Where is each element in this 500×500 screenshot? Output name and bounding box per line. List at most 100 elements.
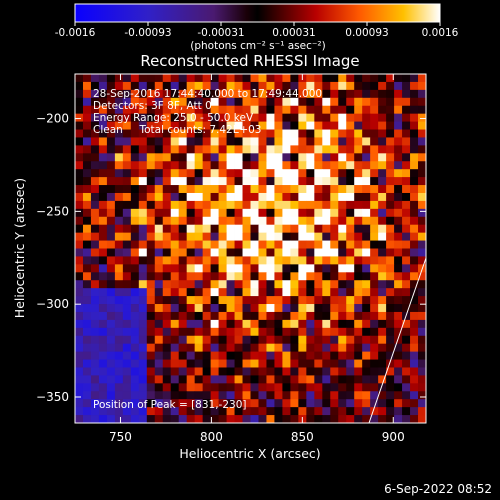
heatmap-cell: [282, 192, 291, 202]
heatmap-cell: [202, 272, 212, 281]
heatmap-cell: [410, 367, 419, 376]
heatmap-cell: [386, 319, 395, 329]
heatmap-cell: [90, 272, 100, 281]
heatmap-cell: [194, 351, 204, 360]
heatmap-cell: [274, 105, 283, 115]
heatmap-cell: [330, 383, 339, 392]
heatmap-cell: [258, 407, 267, 416]
heatmap-cell: [122, 256, 132, 265]
heatmap-cell: [242, 74, 251, 83]
heatmap-cell: [218, 367, 227, 376]
heatmap-cell: [130, 169, 140, 178]
heatmap-cell: [394, 264, 403, 273]
heatmap-cell: [146, 185, 156, 194]
heatmap-cell: [346, 375, 355, 384]
heatmap-cell: [386, 383, 395, 392]
heatmap-cell: [290, 216, 299, 226]
heatmap-cell: [226, 311, 235, 321]
heatmap-cell: [194, 272, 204, 281]
heatmap-cell: [338, 280, 347, 289]
heatmap-cell: [250, 272, 259, 281]
heatmap-cell: [314, 311, 323, 321]
heatmap-cell: [90, 399, 100, 408]
heatmap-cell: [202, 153, 212, 162]
heatmap-cell: [138, 375, 148, 384]
heatmap-cell: [370, 224, 379, 234]
heatmap-cell: [378, 399, 387, 408]
heatmap-cell: [250, 383, 259, 392]
heatmap-cell: [226, 407, 235, 416]
heatmap-cell: [418, 288, 426, 297]
heatmap-cell: [338, 145, 347, 154]
heatmap-cell: [402, 280, 411, 289]
heatmap-cell: [170, 153, 180, 162]
heatmap-cell: [202, 311, 212, 321]
heatmap-cell: [370, 359, 379, 368]
heatmap-cell: [75, 256, 84, 265]
heatmap-cell: [266, 129, 275, 138]
heatmap-cell: [386, 74, 395, 83]
heatmap-cell: [322, 319, 331, 329]
heatmap-cell: [370, 296, 379, 305]
heatmap-cell: [226, 200, 235, 210]
heatmap-cell: [186, 216, 196, 226]
heatmap-cell: [122, 113, 132, 122]
heatmap-cell: [306, 145, 315, 154]
heatmap-cell: [162, 272, 172, 281]
heatmap-cell: [138, 359, 148, 368]
heatmap-cell: [146, 319, 156, 329]
heatmap-cell: [138, 335, 148, 345]
heatmap-cell: [226, 240, 235, 249]
heatmap-cell: [282, 343, 291, 353]
heatmap-cell: [274, 177, 283, 186]
heatmap-cell: [242, 399, 251, 408]
heatmap-cell: [210, 304, 219, 313]
heatmap-cell: [418, 248, 426, 257]
heatmap-cell: [194, 359, 204, 368]
heatmap-cell: [258, 105, 267, 115]
heatmap-cell: [346, 399, 355, 408]
heatmap-cell: [234, 81, 243, 91]
heatmap-cell: [290, 208, 299, 218]
heatmap-cell: [82, 335, 92, 345]
heatmap-cell: [322, 113, 331, 122]
heatmap-cell: [266, 185, 275, 194]
heatmap-cell: [130, 240, 140, 249]
heatmap-cell: [186, 161, 196, 170]
heatmap-cell: [330, 121, 339, 130]
heatmap-cell: [306, 288, 315, 297]
heatmap-cell: [114, 161, 124, 170]
heatmap-cell: [178, 232, 188, 241]
heatmap-cell: [210, 391, 219, 400]
heatmap-cell: [162, 113, 172, 122]
heatmap-cell: [234, 161, 243, 170]
heatmap-cell: [370, 200, 379, 210]
heatmap-cell: [354, 161, 363, 170]
heatmap-cell: [410, 407, 419, 416]
heatmap-cell: [402, 407, 411, 416]
heatmap-cell: [314, 359, 323, 368]
heatmap-cell: [370, 145, 379, 154]
heatmap-cell: [186, 383, 196, 392]
heatmap-cell: [106, 113, 116, 122]
heatmap-cell: [98, 256, 108, 265]
heatmap-cell: [418, 177, 426, 186]
heatmap-cell: [410, 351, 419, 360]
heatmap-cell: [114, 399, 124, 408]
heatmap-cell: [162, 367, 172, 376]
heatmap-cell: [410, 74, 419, 83]
heatmap-cell: [330, 208, 339, 218]
heatmap-cell: [106, 264, 116, 273]
heatmap-cell: [130, 327, 140, 337]
heatmap-cell: [218, 296, 227, 305]
heatmap-cell: [178, 343, 188, 353]
heatmap-cell: [242, 383, 251, 392]
heatmap-cell: [306, 351, 315, 360]
axis-ticks: 750 800 850 900−200−250−300−350: [36, 74, 426, 444]
heatmap-cell: [330, 415, 339, 423]
heatmap-cell: [338, 121, 347, 130]
heatmap-cell: [250, 248, 259, 257]
heatmap-cell: [394, 327, 403, 337]
heatmap-cell: [170, 256, 180, 265]
heatmap-cell: [106, 375, 116, 384]
